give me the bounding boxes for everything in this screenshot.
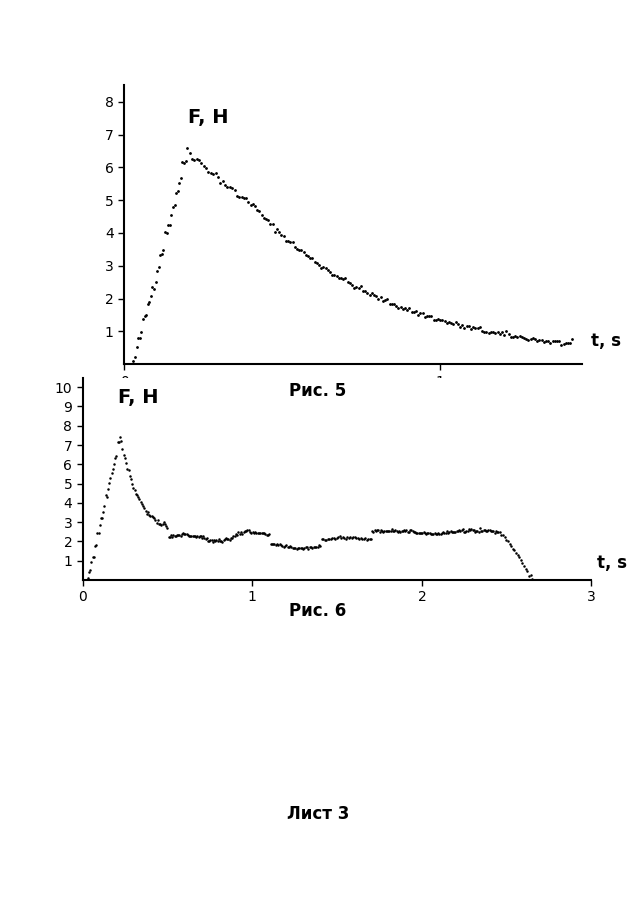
Text: F, H: F, H	[118, 387, 159, 406]
Text: Рис. 5: Рис. 5	[289, 382, 347, 400]
Text: Лист 3: Лист 3	[287, 805, 349, 823]
Text: Рис. 6: Рис. 6	[289, 602, 347, 620]
Text: t, s: t, s	[597, 554, 626, 572]
Text: t, s: t, s	[591, 332, 621, 351]
Text: F, H: F, H	[188, 108, 228, 127]
